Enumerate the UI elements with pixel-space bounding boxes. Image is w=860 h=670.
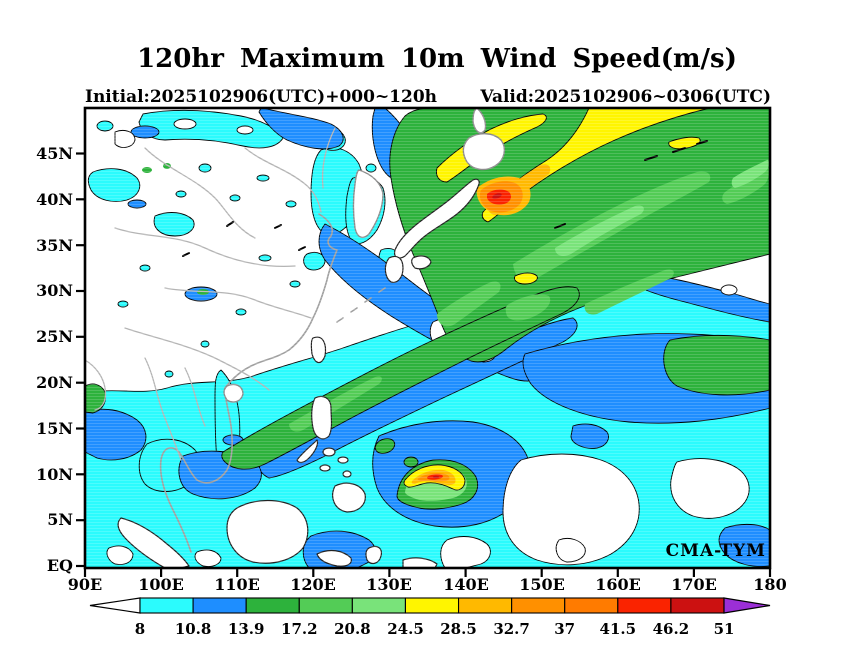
lat-label: 30N: [36, 281, 73, 300]
map-frame: [83, 106, 772, 570]
colorbar-segment: [404, 597, 460, 614]
lon-label: 120E: [290, 575, 336, 594]
lat-label: 25N: [36, 327, 73, 346]
colorbar-tick: 24.5: [387, 620, 424, 638]
lat-label: 20N: [36, 373, 73, 392]
model-watermark: CMA-TYM: [666, 541, 766, 561]
colorbar-tick: 46.2: [653, 620, 690, 638]
colorbar-tick: 17.2: [281, 620, 318, 638]
latitude-ticks: [76, 152, 85, 568]
colorbar-segment: [511, 597, 566, 614]
colorbar-segment: [298, 597, 353, 614]
colorbar: 8 10.8 13.9 17.2 20.8 24.5 28.5 32.7 37 …: [89, 597, 771, 638]
lon-label: 90E: [68, 575, 102, 594]
colorbar-tick: 37: [554, 620, 575, 638]
lon-label: 180: [753, 575, 786, 594]
latitude-labels: 45N 40N 35N 30N 25N 20N 15N 10N 5N EQ: [36, 144, 73, 575]
lat-label: 15N: [36, 419, 73, 438]
map-canvas: CMA-TYM: [85, 108, 770, 568]
colorbar-segment: [192, 597, 247, 614]
colorbar-tick-labels: 8 10.8 13.9 17.2 20.8 24.5 28.5 32.7 37 …: [135, 620, 735, 638]
lat-label: 5N: [47, 510, 73, 529]
lat-label: 35N: [36, 236, 73, 255]
lon-label: 140E: [443, 575, 489, 594]
colorbar-tick: 51: [714, 620, 735, 638]
colorbar-segment: [564, 597, 619, 614]
longitude-ticks: [83, 568, 772, 577]
longitude-labels: 90E 100E 110E 120E 130E 140E 150E 160E 1…: [68, 575, 787, 594]
colorbar-right-arrow: [723, 597, 771, 614]
colorbar-left-arrow: [89, 597, 141, 614]
colorbar-segment: [139, 597, 194, 614]
lon-label: 170E: [671, 575, 717, 594]
chart-title: 120hr Maximum 10m Wind Speed(m/s): [137, 44, 737, 74]
lat-label: 10N: [36, 465, 73, 484]
lon-label: 150E: [519, 575, 565, 594]
lon-label: 130E: [366, 575, 412, 594]
lon-label: 160E: [595, 575, 641, 594]
lon-label: 110E: [214, 575, 260, 594]
scanline-texture: [85, 108, 770, 568]
lat-label: 45N: [36, 144, 73, 163]
lon-label: 100E: [138, 575, 184, 594]
colorbar-tick: 32.7: [493, 620, 530, 638]
initial-time-label: Initial:2025102906(UTC)+000~120h: [85, 87, 437, 107]
valid-time-label: Valid:2025102906~0306(UTC): [479, 87, 771, 107]
lat-label: 40N: [36, 190, 73, 209]
colorbar-segment: [670, 597, 725, 614]
colorbar-tick: 10.8: [175, 620, 212, 638]
colorbar-tick: 28.5: [440, 620, 477, 638]
colorbar-segment: [245, 597, 300, 614]
colorbar-tick: 8: [135, 620, 145, 638]
colorbar-tick: 13.9: [228, 620, 265, 638]
colorbar-segment: [351, 597, 406, 614]
lat-label: EQ: [47, 556, 73, 575]
colorbar-tick: 20.8: [334, 620, 371, 638]
colorbar-segment: [457, 597, 513, 614]
colorbar-tick: 41.5: [600, 620, 637, 638]
colorbar-segment: [617, 597, 672, 614]
